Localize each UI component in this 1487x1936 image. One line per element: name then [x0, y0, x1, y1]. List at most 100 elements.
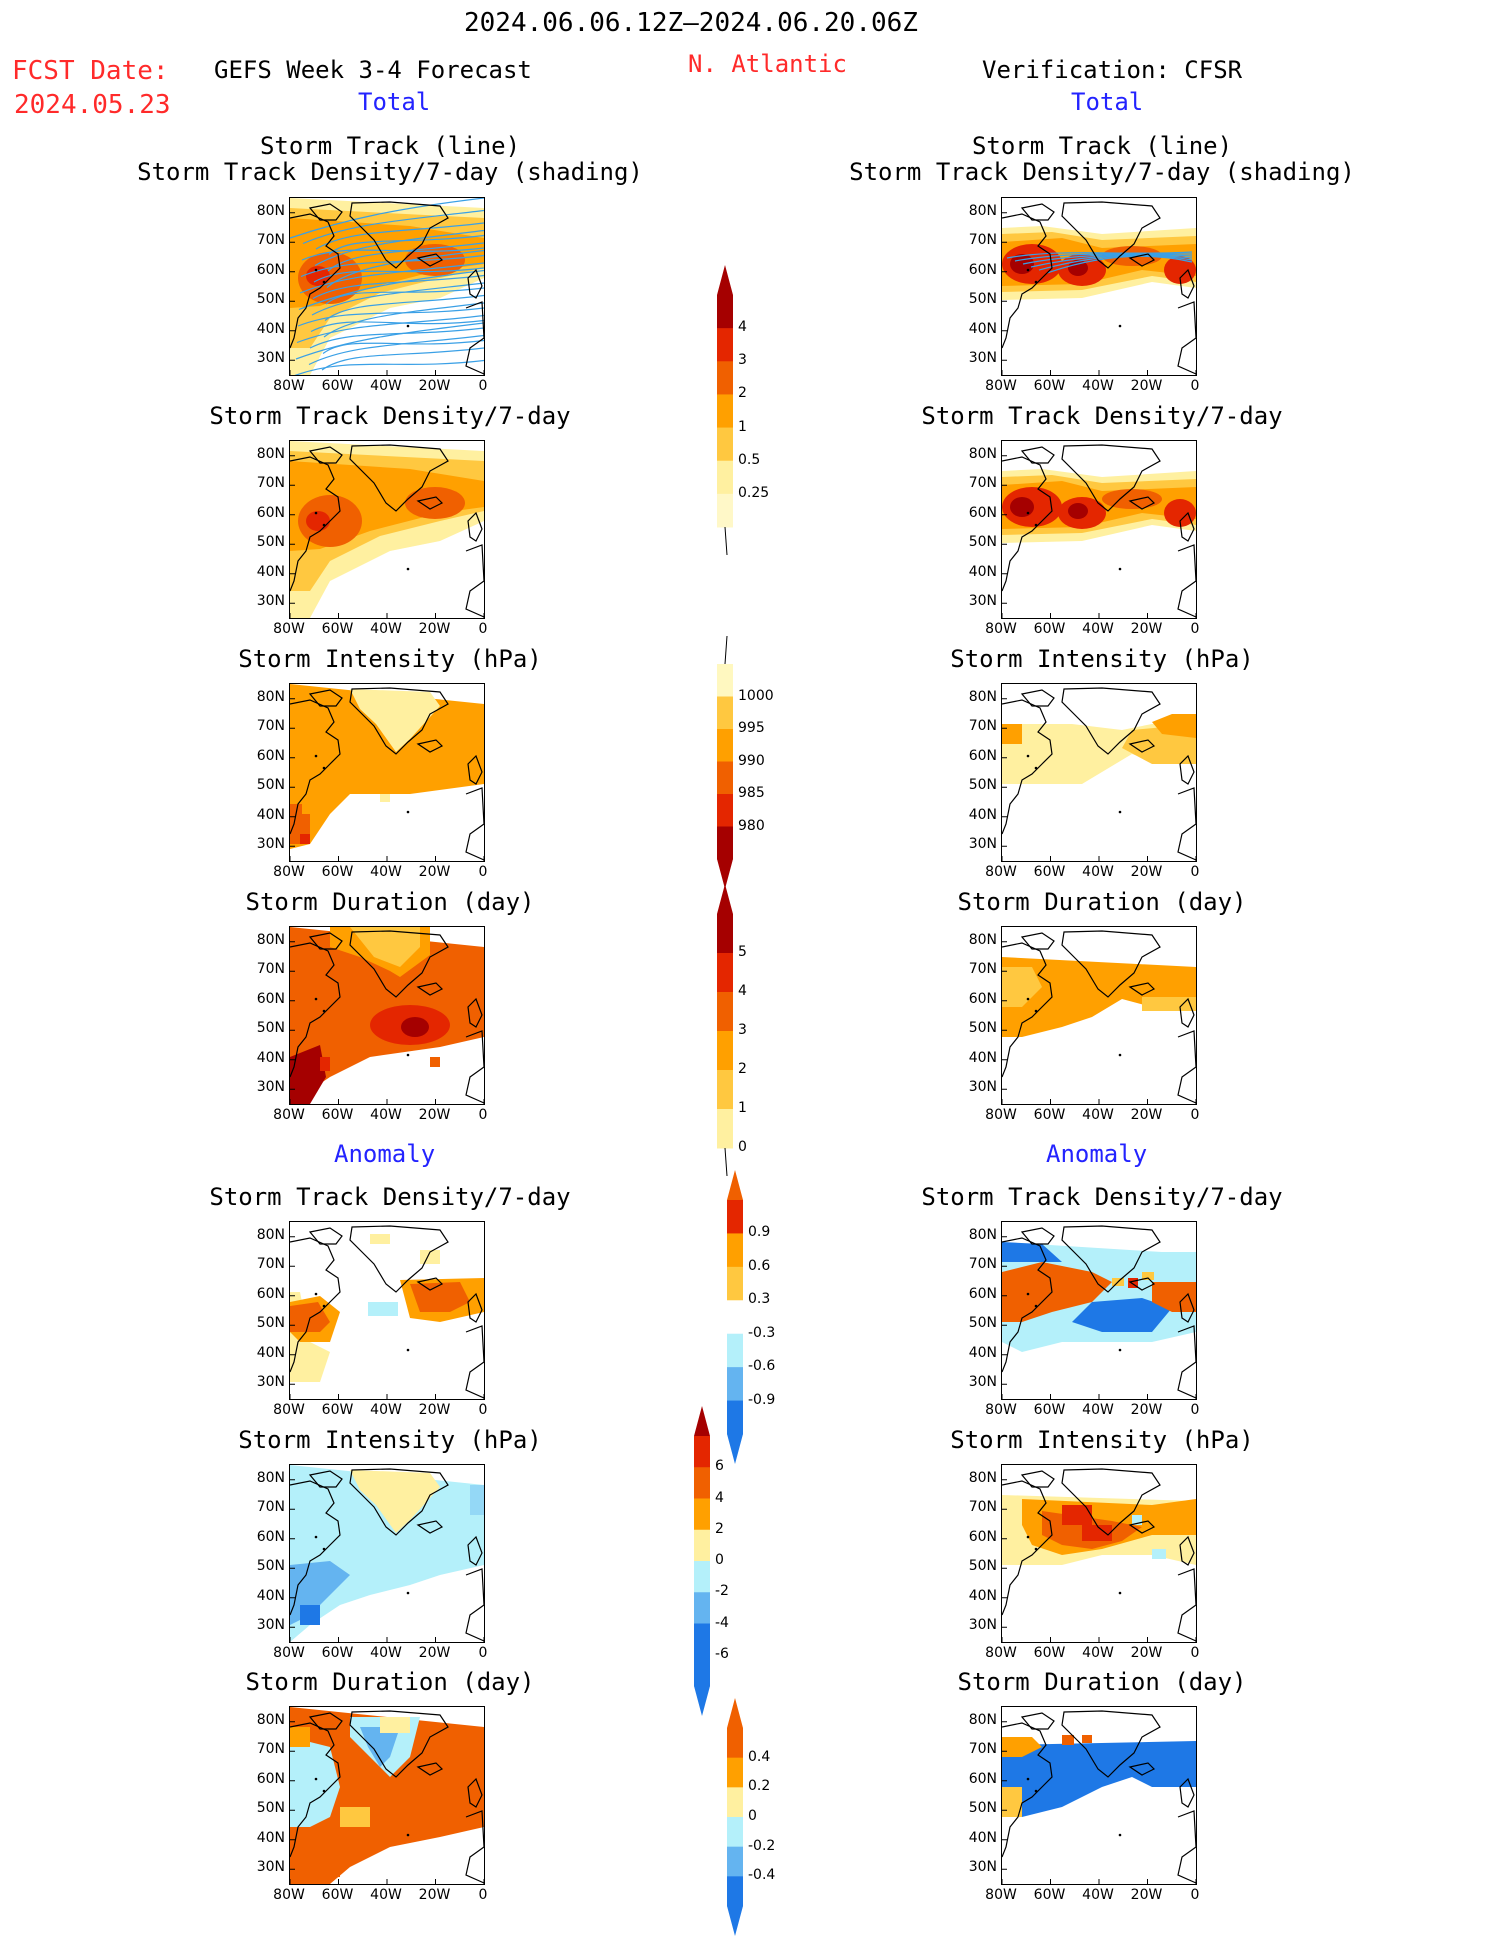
colorbar-segment: [717, 461, 733, 495]
colorbar-label: 2: [738, 1061, 747, 1077]
lat-tick-label: 60N: [963, 1771, 997, 1787]
colorbar-segment: [717, 328, 733, 362]
shade-cell: [380, 1717, 410, 1733]
map-canvas: [290, 198, 484, 375]
lon-tick-label: 20W: [1127, 1402, 1167, 1418]
lon-tick-label: 60W: [318, 1887, 358, 1903]
anomaly-label-right: Anomaly: [1046, 1140, 1147, 1168]
lat-tick-label: 40N: [963, 1830, 997, 1846]
colorbar-top-arrow: [694, 1406, 710, 1436]
colorbar-segment: [717, 1109, 733, 1149]
colorbar-segment: [717, 992, 733, 1032]
shade-region: [401, 1017, 429, 1037]
lon-tick-label: 40W: [1078, 621, 1118, 637]
lon-tick-label: 0: [1175, 1887, 1215, 1903]
island-dot: [1119, 1592, 1122, 1595]
colorbar-label: 0.5: [738, 452, 760, 468]
shade-region: [1010, 497, 1034, 517]
shade-cell: [310, 1837, 340, 1877]
colorbar-segment: [727, 1847, 743, 1877]
island-dot: [323, 1790, 326, 1793]
shade-cell: [290, 1727, 310, 1747]
colorbar-duration-anomaly: [727, 1698, 743, 1936]
coastline: [466, 545, 484, 617]
map-density-forecast: [289, 440, 485, 619]
lat-tick-label: 60N: [963, 505, 997, 521]
island-dot: [323, 1010, 326, 1013]
lat-tick-label: 70N: [251, 718, 285, 734]
island-dot: [323, 281, 326, 284]
lon-tick-label: 40W: [1078, 1107, 1118, 1123]
colorbar-segment: [694, 1655, 710, 1687]
coastline: [466, 1569, 484, 1641]
lat-tick-label: 50N: [963, 1315, 997, 1331]
lon-tick-label: 80W: [269, 1887, 309, 1903]
lat-tick-label: 50N: [963, 291, 997, 307]
coastline: [1022, 447, 1054, 463]
coastline: [1178, 1326, 1196, 1398]
lon-tick-label: 0: [463, 621, 503, 637]
map-canvas: [290, 1465, 484, 1642]
coastline: [1022, 690, 1054, 706]
lon-tick-label: 60W: [318, 1107, 358, 1123]
coastline: [466, 788, 484, 860]
island-dot: [1027, 755, 1030, 758]
island-dot: [407, 1054, 410, 1057]
map-intensity-anomaly-verification: [1001, 1464, 1197, 1643]
lat-tick-label: 70N: [251, 961, 285, 977]
lat-tick-label: 40N: [963, 1345, 997, 1361]
map-canvas: [1002, 927, 1196, 1104]
lat-tick-label: 70N: [251, 232, 285, 248]
lon-tick-label: 60W: [318, 621, 358, 637]
island-dot: [1119, 1349, 1122, 1352]
shade-cell: [300, 1605, 320, 1625]
colorbar-segment: [717, 1070, 733, 1110]
colorbar-label: 6: [715, 1458, 724, 1474]
row6-right-title: Storm Intensity (hPa): [822, 1426, 1382, 1454]
lon-tick-label: 80W: [269, 864, 309, 880]
lon-tick-label: 0: [1175, 1645, 1215, 1661]
lat-tick-label: 80N: [963, 689, 997, 705]
fcst-date-value: 2024.05.23: [14, 90, 171, 120]
anomaly-label-left: Anomaly: [334, 1140, 435, 1168]
colorbar-segment: [717, 494, 733, 528]
colorbar-top-arrow: [717, 884, 733, 914]
lat-tick-label: 80N: [963, 1227, 997, 1243]
lat-tick-label: 40N: [963, 321, 997, 337]
lat-tick-label: 30N: [251, 593, 285, 609]
colorbar-top-arrow: [727, 1170, 743, 1200]
lon-tick-label: 20W: [1127, 1887, 1167, 1903]
lat-tick-label: 70N: [963, 1741, 997, 1757]
lat-tick-label: 30N: [963, 836, 997, 852]
island-dot: [407, 325, 410, 328]
lon-tick-label: 20W: [1127, 864, 1167, 880]
island-dot: [1035, 1548, 1038, 1551]
lat-tick-label: 50N: [963, 534, 997, 550]
lat-tick-label: 40N: [963, 807, 997, 823]
lat-tick-label: 50N: [963, 1020, 997, 1036]
island-dot: [407, 1834, 410, 1837]
lon-tick-label: 80W: [269, 1645, 309, 1661]
coastline: [310, 1228, 342, 1244]
colorbar-segment: [717, 394, 733, 428]
coastline: [1022, 933, 1054, 949]
colorbar-density: [717, 265, 733, 557]
shade-cell: [340, 1807, 370, 1827]
colorbar-segment: [727, 1876, 743, 1906]
colorbar-label: -4: [715, 1615, 729, 1631]
map-canvas: [1002, 198, 1196, 375]
lon-tick-label: 40W: [1078, 1402, 1118, 1418]
storm-track-line: [322, 348, 484, 370]
lon-tick-label: 20W: [1127, 1645, 1167, 1661]
lat-tick-label: 50N: [251, 1558, 285, 1574]
colorbar-segment: [727, 1300, 743, 1334]
colorbar-segment: [727, 1758, 743, 1788]
shade-cell: [1062, 1505, 1092, 1525]
lat-tick-label: 60N: [251, 1529, 285, 1545]
coastline: [1178, 1031, 1196, 1103]
colorbar-label: 0.9: [748, 1224, 770, 1240]
island-dot: [1027, 269, 1030, 272]
colorbar-label: 3: [738, 352, 747, 368]
shade-region: [405, 487, 465, 519]
lat-tick-label: 30N: [963, 1617, 997, 1633]
